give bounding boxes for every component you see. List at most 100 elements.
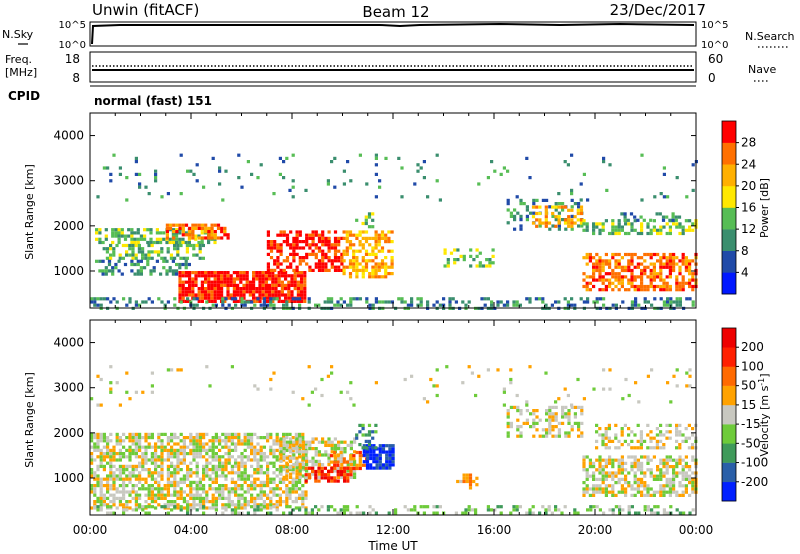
power-cell (181, 233, 185, 237)
velocity-cell (490, 508, 494, 512)
power-cell (490, 160, 494, 164)
velocity-cell (230, 490, 234, 494)
power-cell (317, 249, 322, 253)
power-cell (588, 256, 592, 260)
velocity-cell (643, 481, 647, 485)
velocity-cell (182, 500, 186, 504)
velocity-cell (259, 503, 263, 507)
velocity-cell (198, 500, 202, 504)
power-cell (197, 274, 201, 278)
velocity-cell (150, 384, 154, 388)
velocity-cell (304, 479, 308, 483)
power-cell (133, 231, 137, 235)
power-cell (327, 230, 331, 234)
power-cell (195, 253, 199, 257)
power-cell (122, 297, 126, 301)
velocity-cell (182, 461, 186, 465)
power-cell (279, 249, 283, 253)
power-cell (585, 252, 589, 257)
velocity-cell (269, 511, 273, 515)
power-cell (544, 208, 548, 212)
velocity-cell (550, 511, 554, 515)
power-cell (582, 284, 586, 289)
velocity-cell (211, 436, 215, 440)
velocity-colorbar-tick-label: -50 (741, 436, 761, 450)
power-cell (595, 222, 599, 226)
power-cell (342, 300, 346, 304)
velocity-cell (633, 481, 637, 485)
velocity-cell (601, 487, 605, 491)
power-cell (210, 230, 214, 234)
power-cell (277, 271, 281, 275)
power-cell (168, 240, 172, 245)
power-cell (390, 259, 394, 263)
velocity-cell (259, 464, 263, 468)
velocity-cell (150, 445, 154, 449)
velocity-cell (324, 443, 328, 447)
velocity-cell (195, 496, 199, 500)
power-cell (181, 296, 185, 300)
velocity-cell (633, 461, 637, 465)
power-cell (213, 236, 217, 240)
velocity-cell (154, 468, 158, 472)
velocity-cell (195, 455, 199, 459)
velocity-cell (182, 448, 186, 452)
velocity-cell (301, 443, 305, 447)
velocity-cell (109, 461, 113, 465)
power-cell (636, 288, 640, 292)
power-cell (237, 176, 241, 180)
power-cell (105, 250, 109, 254)
power-cell (541, 198, 545, 202)
velocity-cell (308, 440, 312, 444)
velocity-cell (269, 448, 273, 452)
velocity-cell (617, 458, 621, 462)
velocity-cell (557, 397, 561, 401)
power-cell (324, 240, 328, 244)
power-cell (688, 268, 692, 273)
power-cell (326, 179, 330, 183)
velocity-cell (186, 468, 190, 472)
velocity-cell (349, 440, 353, 444)
power-cell (197, 234, 201, 238)
velocity-cell (218, 442, 222, 446)
velocity-cell (662, 465, 666, 469)
velocity-cell (282, 447, 286, 451)
velocity-cell (320, 473, 324, 477)
velocity-cell (298, 440, 302, 444)
velocity-cell (563, 505, 567, 509)
velocity-cell (93, 493, 97, 497)
velocity-cell (195, 474, 199, 478)
velocity-cell (627, 481, 631, 485)
velocity-cell (467, 508, 471, 512)
velocity-cell (454, 511, 458, 515)
power-cell (348, 246, 353, 250)
power-cell (152, 269, 156, 273)
power-cell (633, 252, 637, 257)
velocity-cell (230, 480, 234, 484)
velocity-cell (253, 468, 257, 472)
velocity-cell (125, 484, 129, 488)
power-cell (155, 240, 159, 245)
power-cell (195, 179, 199, 183)
velocity-cell (259, 458, 263, 462)
velocity-cell (532, 409, 536, 413)
velocity-cell (118, 474, 122, 478)
velocity-cell (275, 439, 279, 443)
velocity-cell (285, 432, 289, 436)
power-cell (364, 230, 369, 234)
power-cell (165, 240, 169, 245)
velocity-cell (106, 496, 110, 500)
power-cell (274, 287, 278, 291)
power-cell (400, 195, 404, 199)
nsky-trace (91, 22, 695, 45)
power-cell (111, 272, 115, 276)
velocity-cell (118, 490, 122, 494)
velocity-cell (150, 487, 154, 491)
velocity-cell (259, 445, 263, 449)
velocity-cell (93, 436, 97, 440)
velocity-cell (266, 496, 270, 500)
velocity-cell (134, 445, 138, 449)
power-cell (652, 272, 656, 276)
velocity-cell (138, 474, 142, 478)
velocity-cell (253, 448, 257, 452)
